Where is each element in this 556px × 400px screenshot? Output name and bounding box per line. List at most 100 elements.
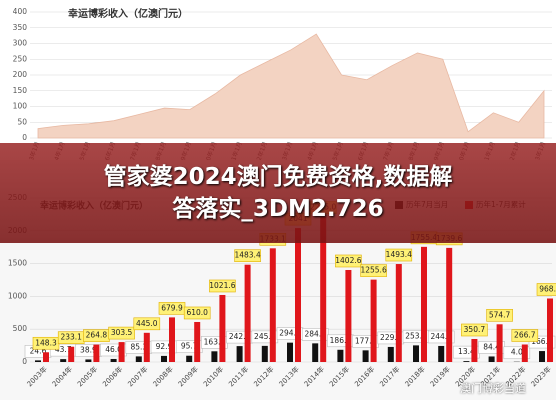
- data-label: 968.0: [539, 284, 556, 293]
- label-box: [108, 326, 135, 340]
- data-label: 266.7: [514, 331, 536, 340]
- bar: [521, 344, 528, 362]
- data-label: 85.3: [130, 342, 147, 351]
- label-box: [209, 279, 236, 293]
- data-label: 242.1: [229, 332, 251, 341]
- data-label: 163.1: [204, 337, 226, 346]
- banner-line: 答落实_3DM2.726: [172, 196, 384, 222]
- y-tick-label: 1500: [8, 259, 27, 268]
- bar: [547, 298, 553, 362]
- bar: [287, 342, 293, 362]
- data-label: 445.0: [136, 319, 158, 328]
- data-label: 284.2: [304, 329, 326, 338]
- label-box: [536, 283, 556, 296]
- bar: [93, 344, 100, 362]
- data-label: 244.5: [430, 332, 452, 341]
- y-tick-label: 300: [13, 39, 28, 48]
- data-label: 610.0: [186, 308, 208, 317]
- label-box: [511, 329, 539, 342]
- label-box: [234, 249, 261, 262]
- y-tick-label: 100: [13, 102, 28, 111]
- bar: [488, 356, 495, 362]
- y-tick-label: 250: [13, 54, 28, 63]
- bar: [169, 317, 175, 362]
- data-label: 38.9: [80, 345, 97, 354]
- data-label: 294.9: [279, 329, 301, 338]
- data-label: 1402.6: [335, 256, 361, 265]
- bar: [219, 294, 226, 362]
- data-label: 166.6: [531, 337, 553, 346]
- bar: [337, 349, 344, 362]
- bar: [471, 338, 478, 362]
- banner: 管家婆2024澳门免费资格,数据解 答落实_3DM2.726: [0, 143, 556, 243]
- bar: [446, 247, 453, 362]
- label-box: [133, 317, 161, 331]
- data-label: 253.3: [405, 331, 427, 340]
- data-label: 186.2: [330, 336, 352, 345]
- data-label: 24.6: [30, 346, 47, 355]
- data-label: 4.0: [511, 348, 523, 357]
- y-tick-label: 50: [17, 117, 27, 126]
- bar: [269, 248, 276, 362]
- data-label: 229.6: [380, 333, 402, 342]
- y-tick-label: 400: [13, 7, 28, 16]
- data-label: 350.7: [464, 325, 486, 334]
- bar: [161, 355, 167, 362]
- watermark: 澳门博彩当道: [460, 382, 526, 395]
- y-tick-label: 500: [13, 324, 28, 333]
- data-label: 1493.4: [386, 250, 412, 259]
- data-label: 13.4: [458, 347, 475, 356]
- label-box: [335, 254, 362, 268]
- bar: [312, 343, 319, 362]
- banner-line: 管家婆2024澳门免费资格,数据解: [103, 164, 453, 190]
- data-label: 43.7: [55, 345, 72, 354]
- data-label: 264.8: [86, 331, 108, 340]
- y-tick-label: 1000: [8, 291, 27, 300]
- bar: [211, 351, 218, 362]
- bar: [118, 342, 125, 362]
- data-label: 46.0: [105, 345, 122, 354]
- bar: [135, 356, 142, 362]
- y-tick-label: 350: [13, 23, 28, 32]
- area: [37, 33, 545, 139]
- bar: [261, 345, 268, 362]
- y-tick-label: 0: [22, 133, 27, 142]
- bar: [143, 332, 150, 362]
- bar: [421, 246, 427, 362]
- chart-title: 幸运博彩收入（亿澳门元）: [68, 7, 188, 20]
- label-box: [360, 264, 387, 277]
- label-box: [183, 306, 211, 320]
- bar: [68, 346, 75, 362]
- bar: [110, 358, 117, 362]
- bar: [387, 346, 394, 362]
- bar: [35, 360, 41, 362]
- data-label: 574.7: [489, 310, 511, 319]
- bar: [395, 264, 402, 362]
- bar: [236, 346, 243, 362]
- data-label: 679.9: [161, 303, 183, 312]
- bar: [370, 279, 377, 362]
- data-label: 303.5: [111, 328, 133, 337]
- bar: [320, 216, 327, 362]
- y-tick-label: 150: [13, 86, 28, 95]
- label-box: [385, 248, 413, 262]
- bar: [244, 264, 251, 362]
- bar: [438, 345, 445, 362]
- y-tick-label: 200: [13, 70, 28, 79]
- data-label: 1021.6: [209, 281, 235, 290]
- bar: [413, 345, 419, 362]
- data-label: 95.7: [181, 342, 198, 351]
- bar: [539, 351, 545, 362]
- data-label: 245.8: [254, 332, 276, 341]
- y-tick-label: 0: [22, 357, 27, 366]
- data-label: 233.1: [60, 333, 82, 342]
- bar: [295, 228, 301, 362]
- data-label: 1255.6: [360, 266, 386, 275]
- label-box: [461, 323, 488, 337]
- label-box: [486, 308, 513, 322]
- bar: [463, 361, 470, 362]
- bar: [186, 355, 193, 362]
- data-label: 177.7: [355, 336, 377, 345]
- data-label: 84.4: [483, 342, 500, 351]
